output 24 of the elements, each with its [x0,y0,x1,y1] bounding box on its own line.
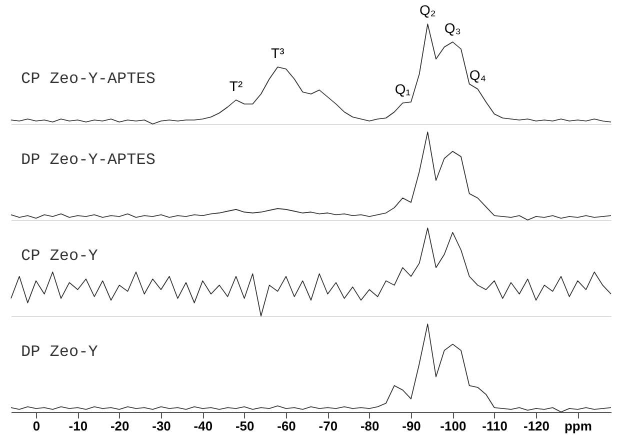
x-tick-label: -70 [318,418,338,434]
x-tick-label: 0 [32,418,40,434]
text: DP Zeo-Y [21,343,98,362]
annotation: Q₃ [444,20,461,36]
text: DP Zeo-Y-APTES [21,151,156,170]
annotation: T² [229,78,243,94]
x-tick-label: -40 [194,418,213,434]
x-tick-label: -90 [402,418,421,434]
x-tick-label: -120 [523,418,550,434]
annotation: Q₁ [394,81,411,97]
x-tick-label: -110 [482,418,508,434]
x-tick-label: -80 [360,418,380,434]
x-tick-label: -20 [110,418,130,434]
annotation: T³ [271,45,285,61]
series-label: CP Zeo-Y-APTES [21,70,156,88]
annotation: Q₄ [469,67,486,83]
x-tick-label: ppm [564,418,592,434]
x-tick-label: -50 [235,418,254,434]
annotation: Q₂ [420,2,436,18]
x-tick-label: -10 [68,418,88,434]
x-tick-label: -100 [440,418,466,434]
x-tick-label: -30 [152,418,171,434]
x-tick-label: -60 [277,418,296,434]
series-label: CP Zeo-Y [21,247,98,266]
